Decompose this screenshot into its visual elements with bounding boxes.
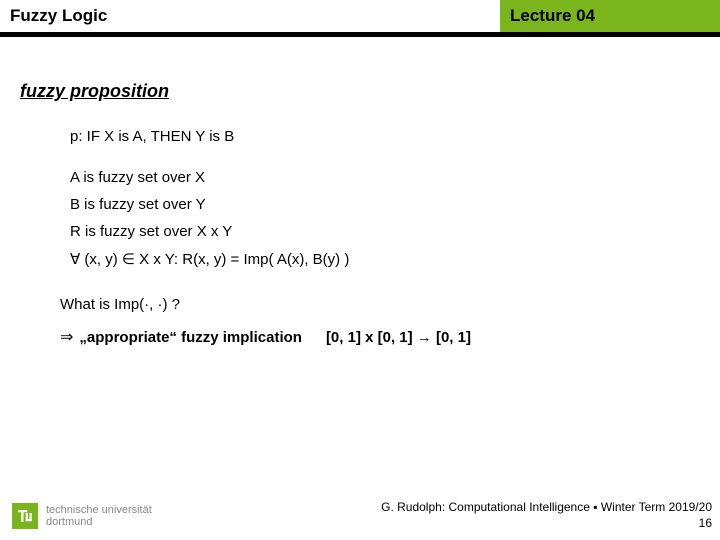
- implies-arrow: ⇒: [60, 327, 73, 347]
- header-title-right: Lecture 04: [500, 0, 720, 32]
- question-what: What is Imp(·, ·) ?: [60, 296, 700, 313]
- forall-line: ∀ (x, y) ∈ X x Y: R(x, y) = Imp( A(x), B…: [70, 250, 700, 268]
- a-set-line: A is fuzzy set over X: [70, 169, 700, 186]
- implication-text: „appropriate“ fuzzy implication: [79, 329, 302, 346]
- footer-uni-line2: dortmund: [46, 516, 152, 528]
- footer-right: G. Rudolph: Computational Intelligence ▪…: [381, 500, 712, 531]
- footer-left: technische universität dortmund: [12, 503, 152, 529]
- b-set-line: B is fuzzy set over Y: [70, 196, 700, 213]
- slide-content: fuzzy proposition p: IF X is A, THEN Y i…: [0, 37, 720, 347]
- slide-header: Fuzzy Logic Lecture 04: [0, 0, 720, 32]
- footer-uni-line1: technische universität: [46, 504, 152, 516]
- header-title-left: Fuzzy Logic: [0, 0, 500, 32]
- tu-logo-icon: [12, 503, 38, 529]
- r-set-line: R is fuzzy set over X x Y: [70, 223, 700, 240]
- slide-footer: technische universität dortmund G. Rudol…: [0, 492, 720, 540]
- footer-university: technische universität dortmund: [46, 504, 152, 528]
- proposition-line: p: IF X is A, THEN Y is B: [70, 128, 700, 145]
- footer-page-number: 16: [381, 516, 712, 532]
- section-title: fuzzy proposition: [20, 81, 700, 102]
- implication-range: [0, 1] x [0, 1] → [0, 1]: [326, 329, 471, 346]
- footer-credit: G. Rudolph: Computational Intelligence ▪…: [381, 500, 712, 516]
